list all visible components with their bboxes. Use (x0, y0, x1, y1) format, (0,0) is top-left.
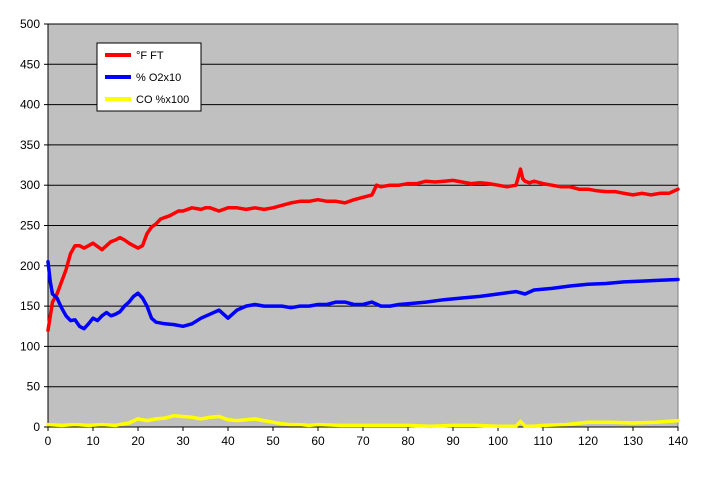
legend: °F FT % O2x10 CO %x100 (96, 42, 202, 112)
y-tick-label: 50 (27, 380, 41, 394)
x-tick-label: 30 (176, 434, 190, 448)
y-tick-label: 150 (20, 299, 40, 313)
y-tick-label: 250 (20, 219, 40, 233)
x-tick-label: 130 (623, 434, 643, 448)
y-tick-label: 450 (20, 57, 40, 71)
x-tick-label: 60 (311, 434, 325, 448)
x-tick-label: 90 (446, 434, 460, 448)
x-tick-label: 50 (266, 434, 280, 448)
y-tick-label: 100 (20, 339, 40, 353)
y-tick-label: 200 (20, 259, 40, 273)
x-axis: 0 10 20 30 40 50 60 70 80 90 100 110 120 130 140 (45, 427, 688, 448)
y-tick-label: 400 (20, 98, 40, 112)
x-tick-label: 40 (221, 434, 235, 448)
legend-label: % O2x10 (136, 72, 181, 84)
legend-label: °F FT (136, 50, 164, 62)
y-tick-label: 0 (33, 420, 40, 434)
x-tick-label: 110 (533, 434, 552, 448)
x-tick-label: 20 (131, 434, 145, 448)
series-line-2 (46, 260, 680, 331)
x-tick-label: 70 (356, 434, 370, 448)
y-tick-label: 350 (20, 138, 40, 152)
x-tick-label: 80 (401, 434, 415, 448)
series-lines (46, 167, 680, 428)
legend-label: CO %x100 (136, 94, 189, 106)
series-line-1 (46, 167, 680, 333)
y-tick-label: 500 (20, 17, 40, 31)
series-line-3 (46, 413, 680, 428)
x-tick-label: 100 (488, 434, 508, 448)
x-tick-label: 120 (578, 434, 598, 448)
x-tick-label: 140 (668, 434, 688, 448)
y-tick-label: 300 (20, 178, 40, 192)
x-tick-label: 10 (86, 434, 100, 448)
x-tick-label: 0 (45, 434, 52, 448)
